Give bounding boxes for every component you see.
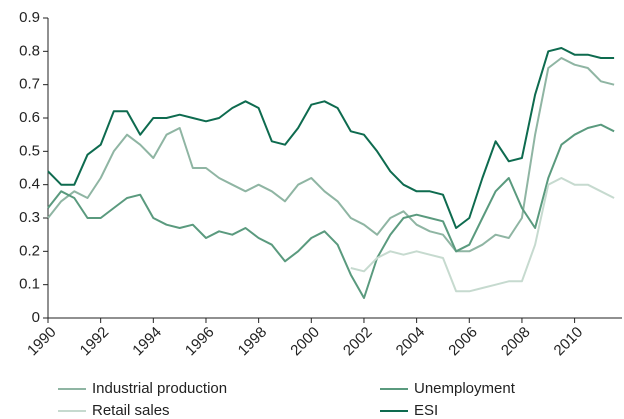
legend-label: Industrial production xyxy=(92,380,227,397)
y-tick-label: 0.3 xyxy=(19,209,40,226)
x-tick-label: 1998 xyxy=(235,324,271,360)
x-tick-label: 2010 xyxy=(551,324,587,360)
series-line xyxy=(47,57,615,253)
y-tick-label: 0.4 xyxy=(19,176,40,193)
x-tick-label: 2006 xyxy=(445,324,481,360)
y-tick-label: 0 xyxy=(32,309,40,326)
x-tick-label: 1992 xyxy=(77,324,113,360)
x-tick-label: 1994 xyxy=(129,324,165,360)
y-tick-label: 0.9 xyxy=(19,9,40,26)
legend-label: ESI xyxy=(414,402,438,419)
y-tick-label: 0.2 xyxy=(19,242,40,259)
y-tick-label: 0.1 xyxy=(19,276,40,293)
legend-label: Retail sales xyxy=(92,402,170,419)
x-tick-label: 2004 xyxy=(393,324,429,360)
x-tick-label: 2000 xyxy=(287,324,323,360)
series-line xyxy=(350,177,615,293)
y-tick-label: 0.6 xyxy=(19,109,40,126)
y-tick-label: 0.7 xyxy=(19,76,40,93)
series-line xyxy=(47,123,615,299)
series-line xyxy=(47,47,615,229)
x-tick-label: 1996 xyxy=(182,324,218,360)
x-tick-label: 2002 xyxy=(340,324,376,360)
x-tick-label: 2008 xyxy=(498,324,534,360)
y-tick-label: 0.8 xyxy=(19,42,40,59)
legend-label: Unemployment xyxy=(414,380,516,397)
x-tick-label: 1990 xyxy=(24,324,60,360)
y-tick-label: 0.5 xyxy=(19,142,40,159)
